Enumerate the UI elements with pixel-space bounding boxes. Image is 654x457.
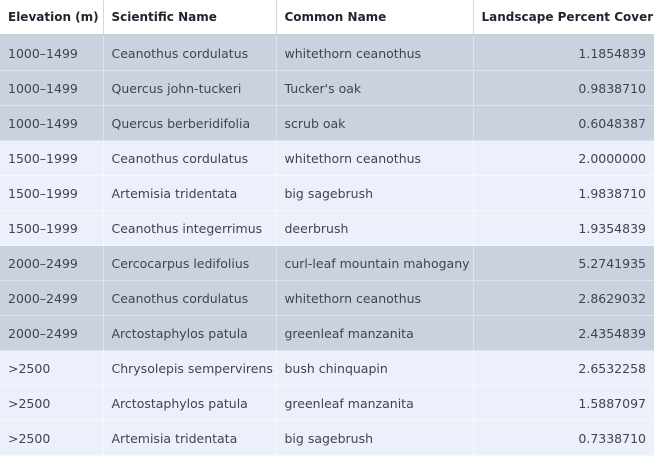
cell-elevation: 1000–1499: [0, 70, 104, 106]
table-row: >2500 Arctostaphylos patula greenleaf manz…: [0, 385, 654, 421]
header-elevation: Elevation (m): [0, 0, 104, 36]
cell-scientific-name: Ceanothus cordulatus: [103, 140, 277, 176]
cell-elevation: 1000–1499: [0, 35, 104, 71]
cell-common-name: whitethorn ceanothus: [276, 140, 474, 176]
cell-percent-cover: 1.1854839: [473, 35, 654, 71]
cell-percent-cover: 0.7338710: [473, 420, 654, 456]
cell-scientific-name: Arctostaphylos patula: [103, 385, 277, 421]
cell-common-name: big sagebrush: [276, 420, 474, 456]
table-row: 2000–2499 Cercocarpus ledifolius curl-leaf…: [0, 245, 654, 281]
cell-common-name: bush chinquapin: [276, 350, 474, 386]
cell-common-name: big sagebrush: [276, 175, 474, 211]
cell-elevation: 2000–2499: [0, 280, 104, 316]
table-header: Elevation (m) Scientific Name Common Nam…: [0, 0, 654, 36]
cell-elevation: 1500–1999: [0, 175, 104, 211]
table-body: 1000–1499 Ceanothus cordulatus whitethorn …: [0, 35, 654, 456]
cell-elevation: 1000–1499: [0, 105, 104, 141]
table-row: 1500–1999 Ceanothus integerrimus deerbrush…: [0, 210, 654, 246]
cell-common-name: scrub oak: [276, 105, 474, 141]
cell-elevation: >2500: [0, 385, 104, 421]
table-row: >2500 Chrysolepis sempervirens bush chinqu…: [0, 350, 654, 386]
cell-percent-cover: 5.2741935: [473, 245, 654, 281]
cell-percent-cover: 2.0000000: [473, 140, 654, 176]
cell-percent-cover: 2.8629032: [473, 280, 654, 316]
cell-percent-cover: 1.9354839: [473, 210, 654, 246]
cell-common-name: whitethorn ceanothus: [276, 35, 474, 71]
cell-common-name: curl-leaf mountain mahogany: [276, 245, 474, 281]
cell-scientific-name: Chrysolepis sempervirens: [103, 350, 277, 386]
cell-elevation: >2500: [0, 350, 104, 386]
cell-scientific-name: Artemisia tridentata: [103, 175, 277, 211]
cell-elevation: 1500–1999: [0, 210, 104, 246]
cell-elevation: >2500: [0, 420, 104, 456]
cell-percent-cover: 2.4354839: [473, 315, 654, 351]
cell-scientific-name: Ceanothus cordulatus: [103, 280, 277, 316]
cell-scientific-name: Ceanothus integerrimus: [103, 210, 277, 246]
table-row: 1000–1499 Quercus berberidifolia scrub oak…: [0, 105, 654, 141]
cell-percent-cover: 2.6532258: [473, 350, 654, 386]
cell-elevation: 2000–2499: [0, 315, 104, 351]
cell-common-name: whitethorn ceanothus: [276, 280, 474, 316]
table-row: 1500–1999 Ceanothus cordulatus whitethorn …: [0, 140, 654, 176]
cell-scientific-name: Quercus berberidifolia: [103, 105, 277, 141]
cell-common-name: greenleaf manzanita: [276, 385, 474, 421]
cell-percent-cover: 1.9838710: [473, 175, 654, 211]
cell-percent-cover: 0.6048387: [473, 105, 654, 141]
header-scientific-name: Scientific Name: [103, 0, 277, 36]
cell-common-name: deerbrush: [276, 210, 474, 246]
cell-common-name: greenleaf manzanita: [276, 315, 474, 351]
header-percent-cover: Landscape Percent Cover: [473, 0, 654, 36]
cell-scientific-name: Arctostaphylos patula: [103, 315, 277, 351]
table-row: >2500 Artemisia tridentata big sagebrush 0.…: [0, 420, 654, 456]
cell-common-name: Tucker's oak: [276, 70, 474, 106]
table-row: 1500–1999 Artemisia tridentata big sagebru…: [0, 175, 654, 211]
cell-elevation: 1500–1999: [0, 140, 104, 176]
table-row: 1000–1499 Ceanothus cordulatus whitethorn …: [0, 35, 654, 71]
cell-scientific-name: Quercus john-tuckeri: [103, 70, 277, 106]
cell-scientific-name: Cercocarpus ledifolius: [103, 245, 277, 281]
cell-percent-cover: 1.5887097: [473, 385, 654, 421]
header-common-name: Common Name: [276, 0, 474, 36]
cell-scientific-name: Artemisia tridentata: [103, 420, 277, 456]
cell-percent-cover: 0.9838710: [473, 70, 654, 106]
header-row: Elevation (m) Scientific Name Common Nam…: [0, 0, 654, 36]
table-row: 2000–2499 Ceanothus cordulatus whitethorn …: [0, 280, 654, 316]
cell-scientific-name: Ceanothus cordulatus: [103, 35, 277, 71]
table-row: 2000–2499 Arctostaphylos patula greenleaf …: [0, 315, 654, 351]
table-row: 1000–1499 Quercus john-tuckeri Tucker's oa…: [0, 70, 654, 106]
cell-elevation: 2000–2499: [0, 245, 104, 281]
